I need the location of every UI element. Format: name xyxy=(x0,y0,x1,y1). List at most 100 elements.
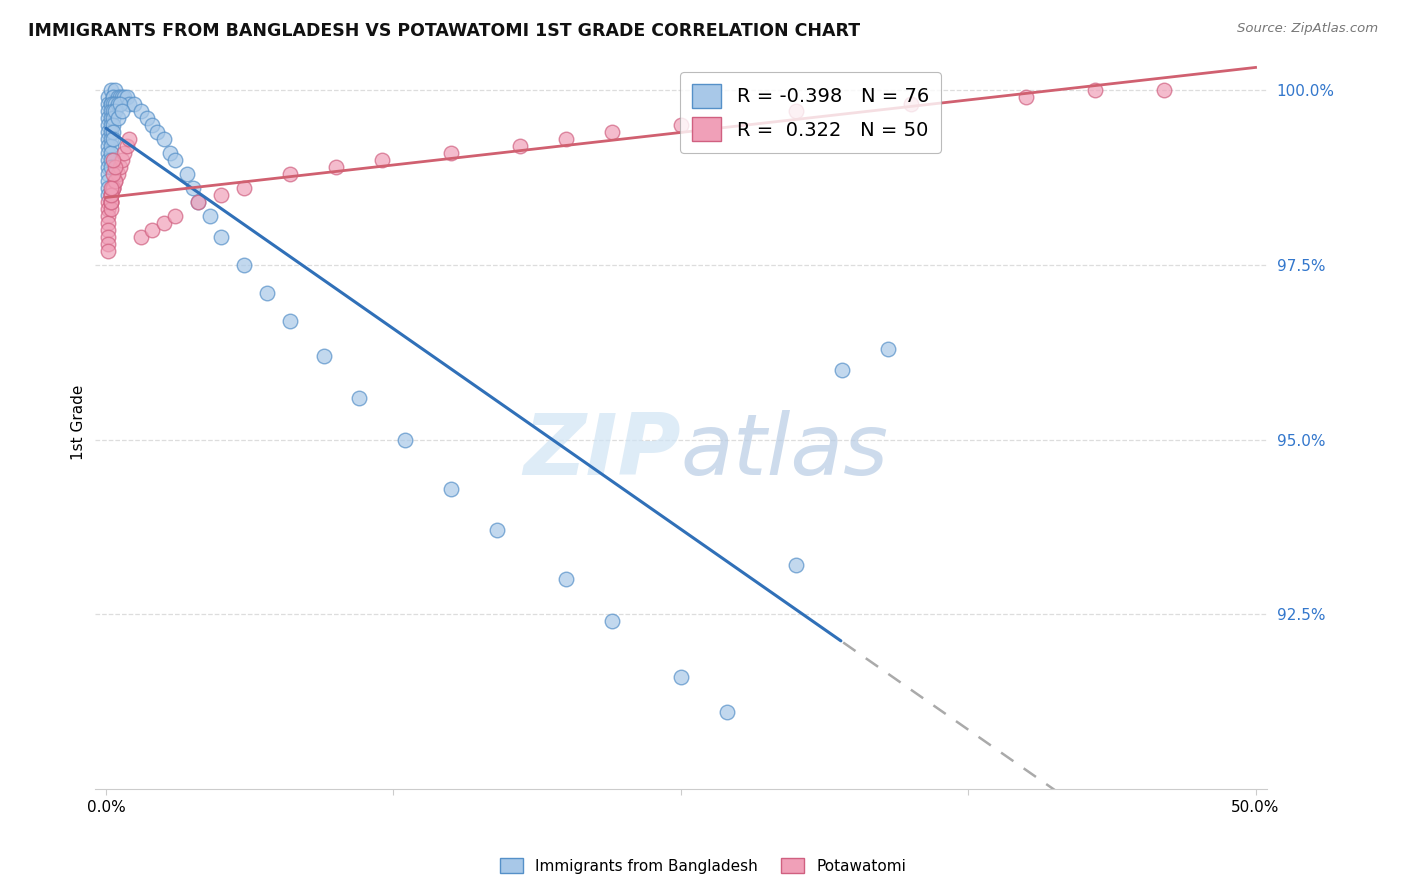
Point xyxy=(108,160,131,174)
Point xyxy=(97,188,120,202)
Point xyxy=(440,482,463,496)
Point xyxy=(256,285,278,300)
Point xyxy=(97,174,120,188)
Point xyxy=(111,90,134,104)
Text: ZIP: ZIP xyxy=(523,410,681,493)
Point xyxy=(1153,83,1175,97)
Point xyxy=(136,111,159,125)
Point xyxy=(101,167,124,181)
Point xyxy=(1014,90,1036,104)
Point xyxy=(198,209,221,223)
Point xyxy=(233,258,256,272)
Point xyxy=(600,615,623,629)
Point xyxy=(97,181,120,195)
Point xyxy=(187,194,209,209)
Point xyxy=(278,167,301,181)
Point xyxy=(233,181,256,195)
Point xyxy=(145,125,167,139)
Point xyxy=(509,139,531,153)
Point xyxy=(97,139,120,153)
Point xyxy=(100,188,122,202)
Point xyxy=(101,118,124,132)
Point xyxy=(100,104,122,119)
Point xyxy=(107,90,129,104)
Point xyxy=(101,90,124,104)
Point xyxy=(118,97,141,112)
Point xyxy=(97,118,120,132)
Point xyxy=(97,244,120,258)
Point xyxy=(97,230,120,244)
Point xyxy=(785,558,807,573)
Point xyxy=(176,167,198,181)
Point xyxy=(97,111,120,125)
Point xyxy=(104,83,127,97)
Point xyxy=(394,433,416,447)
Point xyxy=(118,132,141,146)
Point xyxy=(100,160,122,174)
Point xyxy=(107,111,129,125)
Point xyxy=(152,216,174,230)
Point xyxy=(97,153,120,167)
Point xyxy=(141,223,163,237)
Point xyxy=(325,160,347,174)
Point xyxy=(114,90,136,104)
Point xyxy=(97,90,120,104)
Point xyxy=(97,146,120,161)
Point xyxy=(104,174,127,188)
Point xyxy=(108,97,131,112)
Point xyxy=(100,132,122,146)
Point xyxy=(100,125,122,139)
Point xyxy=(107,167,129,181)
Point xyxy=(101,104,124,119)
Point xyxy=(114,146,136,161)
Point xyxy=(440,146,463,161)
Point xyxy=(104,160,127,174)
Point xyxy=(347,391,370,405)
Point xyxy=(278,314,301,328)
Point xyxy=(129,104,152,119)
Point xyxy=(600,125,623,139)
Point xyxy=(97,223,120,237)
Point xyxy=(669,118,692,132)
Point xyxy=(100,111,122,125)
Y-axis label: 1st Grade: 1st Grade xyxy=(72,384,86,460)
Point xyxy=(141,118,163,132)
Point xyxy=(183,181,205,195)
Point xyxy=(163,209,186,223)
Point xyxy=(97,167,120,181)
Point xyxy=(111,153,134,167)
Point xyxy=(100,188,122,202)
Point xyxy=(314,349,336,363)
Point xyxy=(129,230,152,244)
Point xyxy=(159,146,181,161)
Point xyxy=(97,97,120,112)
Point xyxy=(101,181,124,195)
Point xyxy=(900,97,922,112)
Point xyxy=(97,194,120,209)
Point xyxy=(104,104,127,119)
Point xyxy=(97,236,120,251)
Point xyxy=(104,174,127,188)
Point xyxy=(101,181,124,195)
Point xyxy=(100,83,122,97)
Point xyxy=(100,202,122,216)
Point xyxy=(104,97,127,112)
Point xyxy=(554,573,576,587)
Point xyxy=(1084,83,1107,97)
Point xyxy=(97,202,120,216)
Point xyxy=(831,362,853,376)
Point xyxy=(101,132,124,146)
Point xyxy=(876,342,898,356)
Point xyxy=(100,194,122,209)
Point xyxy=(100,194,122,209)
Point xyxy=(115,90,138,104)
Point xyxy=(101,125,124,139)
Point xyxy=(107,97,129,112)
Point xyxy=(97,132,120,146)
Point xyxy=(485,524,508,538)
Point xyxy=(163,153,186,167)
Point xyxy=(100,97,122,112)
Point xyxy=(100,146,122,161)
Legend: Immigrants from Bangladesh, Potawatomi: Immigrants from Bangladesh, Potawatomi xyxy=(494,852,912,880)
Point xyxy=(187,194,209,209)
